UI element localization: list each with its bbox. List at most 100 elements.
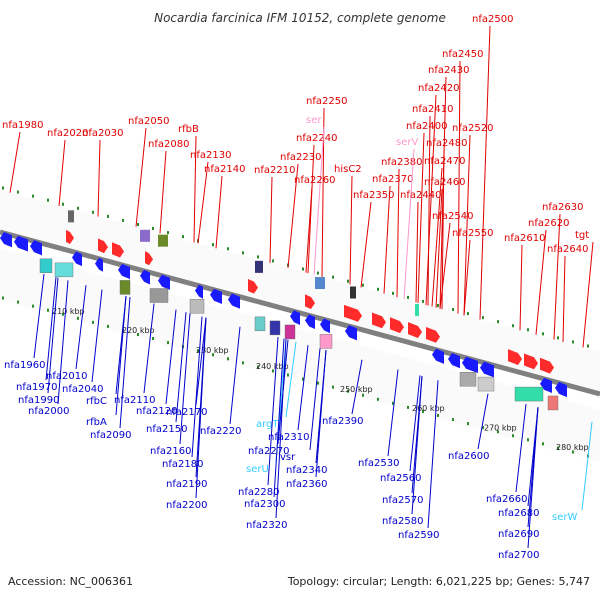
leader-line <box>479 25 491 320</box>
gene-label: nfa2660 <box>486 494 527 505</box>
leader-line <box>417 132 425 303</box>
forward-gene <box>248 278 258 294</box>
scale-tick <box>242 361 244 365</box>
forward-tick <box>392 291 394 295</box>
leader-line <box>527 407 539 549</box>
leader-line <box>383 185 391 294</box>
forward-tick <box>437 303 439 307</box>
reverse-gene <box>448 352 460 369</box>
gene-label: nfa2620 <box>528 218 569 229</box>
gene-label: nfa2530 <box>358 458 399 469</box>
scale-tick <box>62 312 64 316</box>
leader-line <box>285 341 297 418</box>
forward-gene <box>145 251 153 266</box>
forward-tick <box>182 235 184 239</box>
feature-box <box>284 324 296 340</box>
reverse-gene <box>290 310 300 325</box>
leader-line <box>435 188 443 308</box>
leader-line <box>215 175 223 249</box>
scale-label: 240 kbp <box>256 362 289 371</box>
feature-box <box>158 234 168 247</box>
gene-label: nfa2550 <box>452 228 493 239</box>
scale-tick <box>347 389 349 393</box>
leader-line <box>269 176 273 263</box>
scale-tick <box>557 446 559 450</box>
scale-tick <box>482 426 484 430</box>
leader-line <box>535 229 547 335</box>
reverse-gene <box>480 361 494 378</box>
forward-gene <box>305 294 315 310</box>
gene-label: nfa2500 <box>472 14 513 25</box>
forward-gene <box>540 357 554 374</box>
forward-tick <box>332 275 334 279</box>
scale-tick <box>2 296 4 300</box>
reverse-gene <box>210 288 222 304</box>
forward-tick <box>422 299 424 303</box>
scale-tick <box>407 405 409 409</box>
forward-tick <box>497 320 499 324</box>
forward-tick <box>152 227 154 231</box>
gene-label: nfa2260 <box>294 175 335 186</box>
gene-label: vsr <box>280 452 296 463</box>
gene-label: nfa2040 <box>62 384 103 395</box>
leader-line <box>75 285 87 370</box>
leader-line <box>387 369 399 457</box>
leader-line <box>315 349 327 478</box>
gene-label: nfa2370 <box>372 174 413 185</box>
gene-label: nfa2190 <box>166 479 207 490</box>
forward-tick <box>572 340 574 344</box>
forward-tick <box>47 198 49 202</box>
leader-line <box>119 297 131 429</box>
gene-label: nfa2240 <box>296 133 337 144</box>
reverse-gene <box>305 314 315 330</box>
gene-label: nfa2580 <box>382 516 423 527</box>
feature-box <box>119 280 131 295</box>
leader-line <box>135 127 147 227</box>
reverse-gene <box>195 284 203 299</box>
gene-label: nfa2270 <box>248 446 289 457</box>
page-title: Nocardia farcinica IFM 10152, complete g… <box>154 11 446 25</box>
feature-box <box>350 286 356 299</box>
forward-gene <box>426 327 440 343</box>
leader-line <box>115 295 127 416</box>
gene-label: nfa2420 <box>418 83 459 94</box>
forward-strand-track <box>0 190 600 392</box>
leader-line <box>143 303 155 394</box>
gene-label: argT <box>256 419 279 430</box>
forward-gene <box>524 353 538 370</box>
reverse-gene <box>0 232 12 248</box>
scale-tick <box>92 320 94 324</box>
scale-tick <box>17 300 19 304</box>
leader-line <box>97 139 101 217</box>
leader-line <box>287 163 299 268</box>
leader-line <box>515 403 527 493</box>
forward-tick <box>32 194 34 198</box>
scale-tick <box>272 369 274 373</box>
reverse-gene <box>540 377 552 394</box>
scale-tick <box>212 353 214 357</box>
scale-tick <box>512 434 514 438</box>
reverse-gene <box>462 356 478 374</box>
forward-tick <box>92 210 94 214</box>
gene-label: nfa2560 <box>380 473 421 484</box>
forward-tick <box>227 247 229 251</box>
feature-box <box>54 262 74 278</box>
gene-label: nfa2360 <box>286 479 327 490</box>
leader-line <box>427 115 431 306</box>
gene-label: nfa2520 <box>452 123 493 134</box>
scale-tick <box>422 409 424 413</box>
scale-tick <box>572 450 574 454</box>
forward-tick <box>407 295 409 299</box>
scale-tick <box>542 442 544 446</box>
gene-label: nfa2460 <box>424 177 465 188</box>
gene-label: ser <box>306 115 322 126</box>
gene-label: serV <box>396 137 418 148</box>
gene-label: nfa2440 <box>400 190 441 201</box>
gene-label: nfa2310 <box>268 432 309 443</box>
feature-box <box>149 288 169 303</box>
leader-line <box>463 239 471 316</box>
reverse-gene <box>555 381 567 398</box>
forward-tick <box>542 332 544 336</box>
forward-tick <box>557 336 559 340</box>
leader-line <box>175 312 187 423</box>
